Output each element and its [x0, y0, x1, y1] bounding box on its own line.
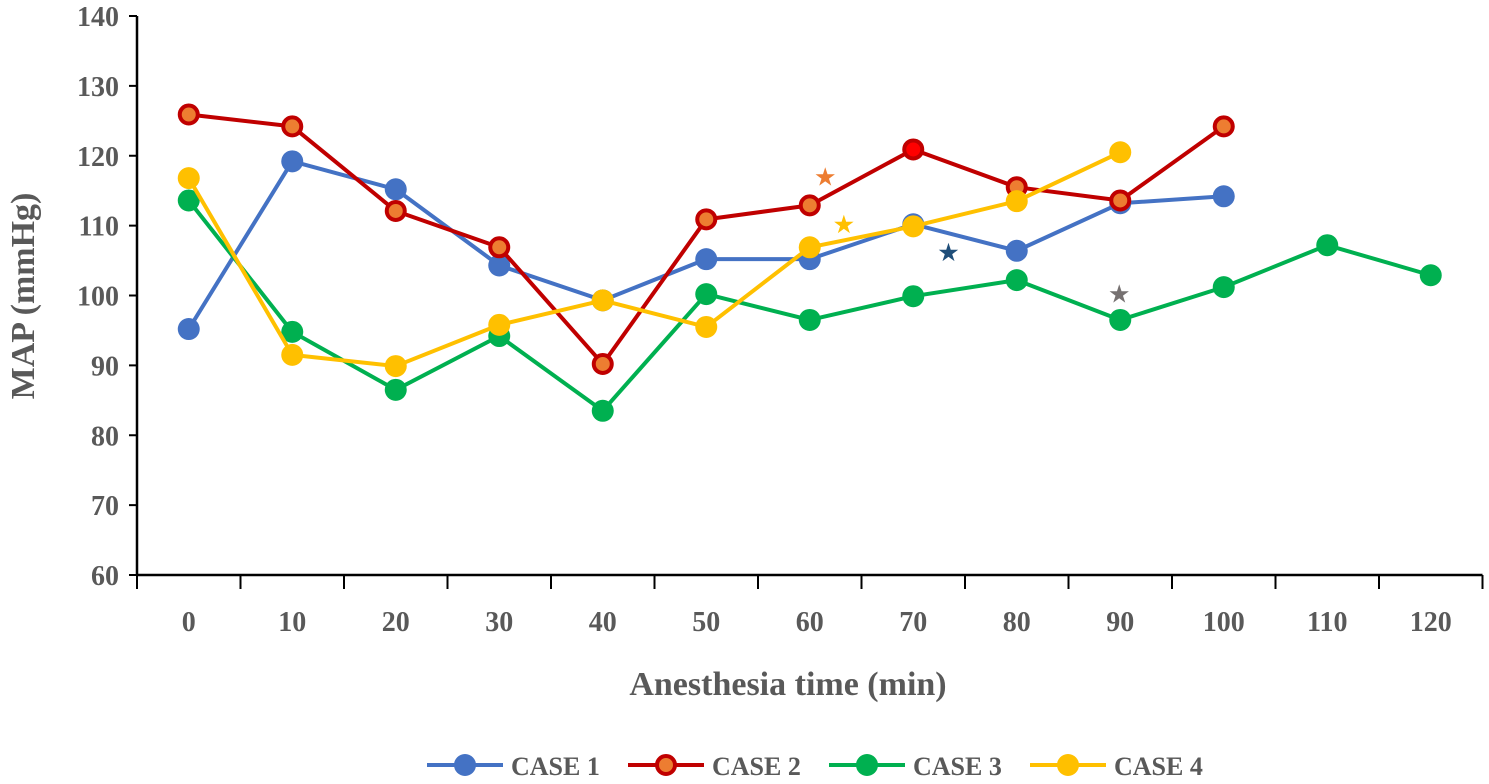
data-point — [1005, 239, 1028, 262]
data-point — [384, 199, 407, 222]
data-point — [1419, 264, 1442, 287]
data-point — [384, 378, 407, 401]
data-point — [695, 248, 718, 271]
legend-marker — [655, 754, 677, 776]
legend-item-3: CASE 3 — [829, 752, 1002, 781]
data-point — [695, 283, 718, 306]
y-tick-label: 60 — [91, 561, 119, 592]
y-tick-label: 100 — [77, 282, 119, 313]
data-point — [384, 178, 407, 201]
y-tick-label: 120 — [77, 142, 119, 173]
x-tick-label: 40 — [589, 607, 617, 638]
series-line — [187, 199, 1432, 413]
data-point — [177, 103, 200, 126]
legend-marker — [1057, 754, 1079, 776]
legend-marker — [856, 754, 878, 776]
data-point — [1109, 189, 1132, 212]
star-annotation: ★ — [834, 212, 854, 237]
legend-marker — [454, 754, 476, 776]
x-tick-label: 10 — [278, 607, 306, 638]
data-point — [798, 308, 821, 331]
y-tick-label: 90 — [91, 351, 119, 382]
series-2 — [177, 103, 1235, 375]
data-point — [1005, 190, 1028, 213]
series-3 — [177, 189, 1442, 422]
data-point — [281, 115, 304, 138]
data-point — [488, 236, 511, 259]
data-point — [591, 289, 614, 312]
legend-item-1: CASE 1 — [427, 752, 600, 781]
legend-item-2: CASE 2 — [628, 752, 801, 781]
legend-label: CASE 3 — [913, 752, 1002, 779]
series-1 — [177, 150, 1235, 341]
star-annotation: ★ — [815, 165, 835, 190]
data-point — [1109, 308, 1132, 331]
data-point — [1212, 185, 1235, 208]
data-point — [177, 318, 200, 341]
data-point — [281, 343, 304, 366]
star-annotation: ★ — [939, 240, 959, 265]
x-tick-label: 30 — [485, 607, 513, 638]
data-point — [591, 399, 614, 422]
x-tick-label: 100 — [1203, 607, 1245, 638]
data-point — [488, 313, 511, 336]
x-tick-label: 20 — [382, 607, 410, 638]
legend-label: CASE 2 — [712, 752, 801, 779]
series-group — [177, 103, 1442, 422]
data-point — [902, 215, 925, 238]
data-point — [1316, 234, 1339, 257]
y-tick-label: 80 — [91, 421, 119, 452]
legend-item-4: CASE 4 — [1030, 752, 1203, 781]
data-point — [281, 320, 304, 343]
y-tick-label: 140 — [77, 2, 119, 33]
y-axis-title: MAP (mmHg) — [5, 193, 42, 400]
axes: 60 70 80 90 100 110 120 130 140 0 10 20 30 40 50 60 70 80… — [77, 2, 1484, 638]
data-point — [1005, 269, 1028, 292]
x-axis-title: Anesthesia time (min) — [629, 666, 946, 703]
x-tick-label: 50 — [692, 607, 720, 638]
y-tick-label: 70 — [91, 491, 119, 522]
x-tick-label: 120 — [1410, 607, 1452, 638]
y-tick-label: 110 — [79, 212, 119, 243]
series-4 — [177, 141, 1132, 378]
x-tick-label: 80 — [1003, 607, 1031, 638]
legend-label: CASE 4 — [1114, 752, 1203, 779]
x-tick-label: 110 — [1307, 607, 1347, 638]
data-point — [384, 355, 407, 378]
data-point — [488, 254, 511, 277]
data-point — [798, 236, 821, 259]
y-tick-label: 130 — [77, 72, 119, 103]
data-point — [281, 150, 304, 173]
data-point — [1109, 141, 1132, 164]
data-point — [1212, 276, 1235, 299]
x-tick-label: 60 — [796, 607, 824, 638]
legend: CASE 1 CASE 2 CASE 3 CASE 4 — [427, 752, 1203, 781]
data-point — [177, 189, 200, 212]
x-tick-label: 90 — [1106, 607, 1134, 638]
x-tick-label: 0 — [182, 607, 196, 638]
data-point — [902, 138, 925, 161]
annotations: ★ ★ ★ ★ — [815, 165, 1129, 307]
x-tick-label: 70 — [899, 607, 927, 638]
data-point — [798, 194, 821, 217]
data-point — [591, 352, 614, 375]
legend-label: CASE 1 — [511, 752, 600, 779]
data-point — [695, 315, 718, 338]
star-annotation: ★ — [1109, 281, 1129, 306]
series-line — [187, 150, 1122, 369]
data-point — [695, 208, 718, 231]
data-point — [902, 285, 925, 308]
data-point — [1212, 115, 1235, 138]
data-point — [177, 167, 200, 190]
